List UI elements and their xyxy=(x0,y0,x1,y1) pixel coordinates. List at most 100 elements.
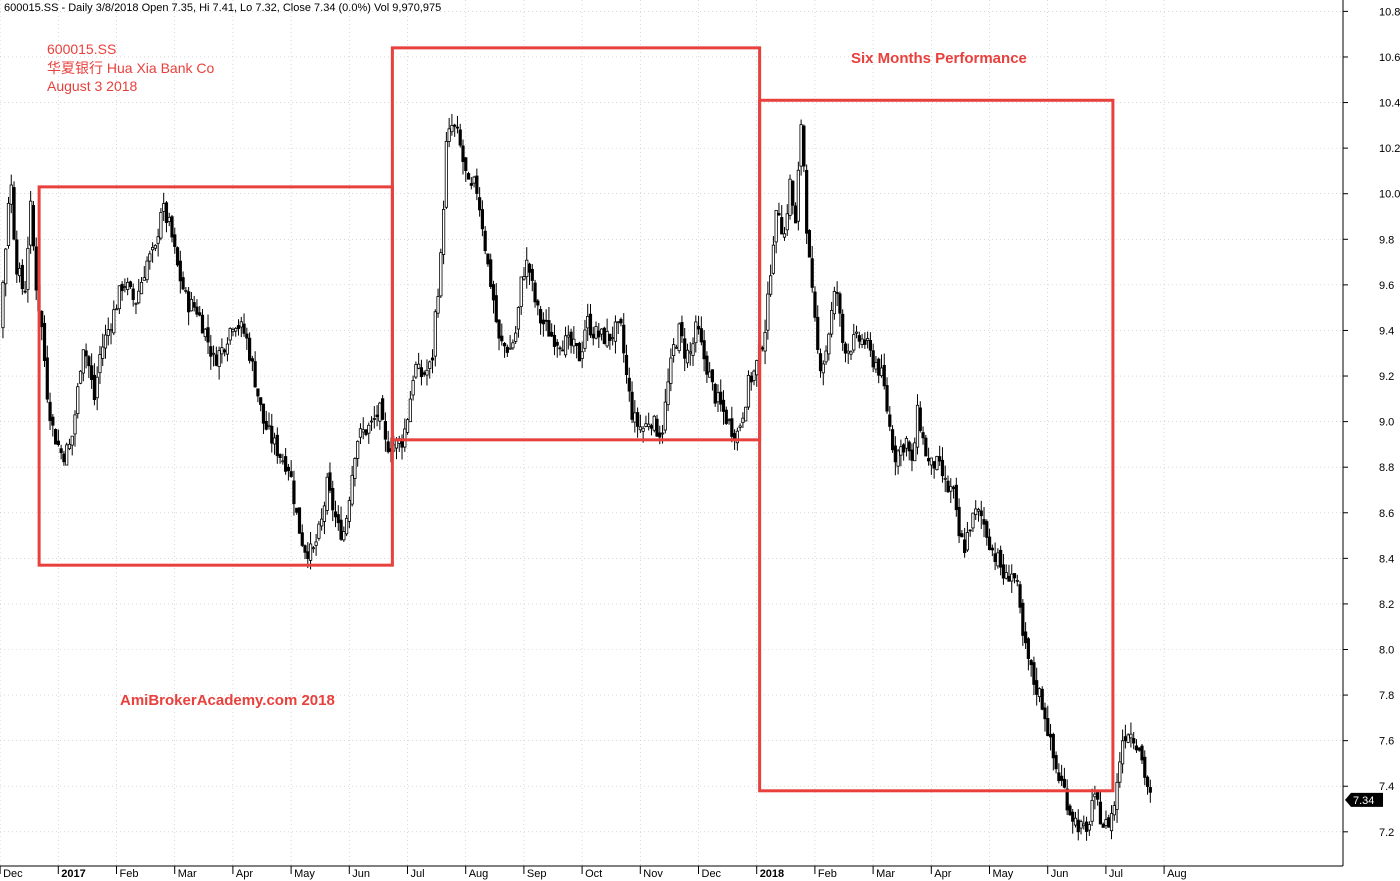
price-bar-body xyxy=(195,306,199,315)
price-bar-body xyxy=(350,474,354,505)
price-bar-body xyxy=(137,290,141,304)
price-bar-body xyxy=(580,351,584,359)
price-bar-body xyxy=(586,316,590,329)
price-bar-body xyxy=(708,371,712,378)
price-bar-body xyxy=(419,367,424,378)
price-bar-body xyxy=(1079,821,1083,829)
price-bar-body xyxy=(203,328,207,338)
x-tick-label: Jun xyxy=(1051,868,1069,880)
price-bar-body xyxy=(550,331,554,337)
price-bar-body xyxy=(563,335,568,356)
price-bar-body xyxy=(142,277,146,281)
x-tick-label: Aug xyxy=(469,868,489,880)
y-tick-label: 8.8 xyxy=(1379,462,1394,474)
price-bar-body xyxy=(763,332,767,352)
price-bar-body xyxy=(181,277,185,290)
price-bar-body xyxy=(1035,680,1039,695)
price-bar-body xyxy=(830,309,834,335)
price-bar-body xyxy=(843,343,848,354)
price-bar-body xyxy=(810,258,814,288)
price-bar-body xyxy=(220,347,224,355)
price-bar-body xyxy=(450,125,454,133)
price-bar-body xyxy=(957,506,961,537)
price-bar-body xyxy=(1143,756,1147,778)
x-tick-label: Jul xyxy=(1109,868,1123,880)
price-bar-body xyxy=(1054,755,1058,770)
price-bar-body xyxy=(4,248,8,285)
chart-grid xyxy=(0,0,1343,866)
price-bar-body xyxy=(320,518,324,527)
price-bar-body xyxy=(26,247,30,290)
price-bar-body xyxy=(45,357,49,400)
price-bar-body xyxy=(774,209,778,243)
price-bar-body xyxy=(101,346,105,359)
price-bar-body xyxy=(882,365,886,387)
price-bar-body xyxy=(1026,638,1030,659)
symbol-annotation: 600015.SS xyxy=(47,41,116,57)
x-tick-label: May xyxy=(993,868,1014,880)
price-bar-body xyxy=(746,374,751,408)
price-bar-body xyxy=(599,328,604,335)
price-bar-body xyxy=(234,327,238,332)
price-bar-body xyxy=(464,157,468,171)
y-tick-label: 7.6 xyxy=(1379,736,1394,748)
price-bar-body xyxy=(544,319,548,322)
price-bar-body xyxy=(400,439,404,448)
x-tick-label: Dec xyxy=(3,868,23,880)
price-bar-body xyxy=(192,302,196,308)
price-bar-body xyxy=(134,302,138,305)
price-bar-body xyxy=(109,329,113,332)
price-bar-body xyxy=(439,252,443,297)
price-bar-body xyxy=(500,335,504,342)
price-bar-body xyxy=(624,354,629,376)
price-bar-body xyxy=(42,322,47,361)
x-tick-label: Jul xyxy=(411,868,425,880)
price-bar-body xyxy=(92,374,96,400)
price-bar-body xyxy=(799,124,803,167)
price-bar-body xyxy=(696,325,701,330)
x-tick-label: Feb xyxy=(818,868,837,880)
price-bar-body xyxy=(1004,572,1008,579)
price-bar-body xyxy=(719,391,723,405)
price-bar-body xyxy=(691,343,695,356)
price-bar-body xyxy=(619,318,623,324)
price-bar-body xyxy=(1015,579,1019,582)
x-tick-label: Dec xyxy=(702,868,722,880)
price-bar-body xyxy=(575,343,579,346)
price-bar-body xyxy=(963,539,967,553)
price-bar-body xyxy=(616,321,620,324)
price-bar-body xyxy=(769,275,773,295)
last-value-tag: 7.34 xyxy=(1345,792,1383,807)
price-bar-body xyxy=(818,353,823,372)
price-bar-body xyxy=(1010,573,1014,582)
price-bar-body xyxy=(1029,660,1033,666)
price-bar-body xyxy=(1132,738,1136,744)
price-bar-body xyxy=(577,342,582,362)
y-tick-label: 9.6 xyxy=(1379,280,1394,292)
x-tick-label: Jun xyxy=(352,868,370,880)
price-bar-body xyxy=(705,355,709,375)
price-bar-body xyxy=(494,295,498,323)
price-bar-body xyxy=(1043,707,1047,720)
y-tick-label: 7.2 xyxy=(1379,827,1394,839)
price-bar-body xyxy=(164,202,169,223)
price-bar-body xyxy=(644,423,648,427)
price-bar-body xyxy=(478,197,482,211)
price-bar-body xyxy=(951,486,956,489)
performance-boxes xyxy=(37,46,1115,793)
price-bar-body xyxy=(480,209,485,230)
price-bar-body xyxy=(968,529,972,532)
price-bar-body xyxy=(461,145,465,163)
price-bar-body xyxy=(730,418,734,437)
price-bar-body xyxy=(317,523,321,539)
price-bar-body xyxy=(331,488,335,511)
price-bar-body xyxy=(189,298,193,312)
price-bar-body xyxy=(821,363,825,374)
price-bar-body xyxy=(949,485,953,492)
price-bar-body xyxy=(890,429,895,451)
price-bar-body xyxy=(793,205,798,224)
price-bar-body xyxy=(414,364,418,378)
price-bar-body xyxy=(306,551,310,559)
price-bar-body xyxy=(34,246,38,291)
price-bar-body xyxy=(1057,772,1061,782)
